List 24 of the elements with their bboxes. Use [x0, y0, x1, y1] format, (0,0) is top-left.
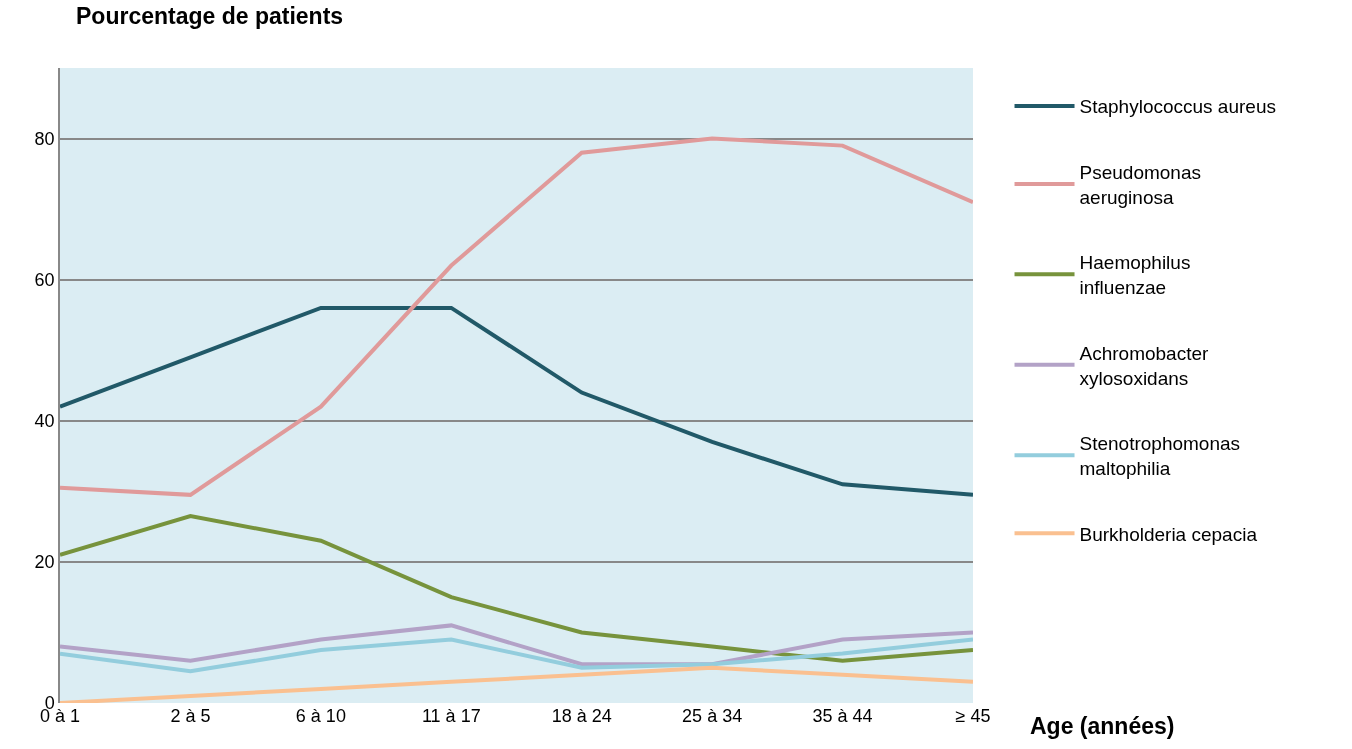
legend-label: Staphylococcus aureus: [1079, 96, 1276, 118]
line-series: [60, 305, 973, 497]
chart-title: Pourcentage de patients: [76, 3, 344, 29]
legend-label: Achromobacter xylosoxidans: [1079, 342, 1210, 389]
x-tick-label: 6 à 10: [295, 706, 346, 726]
x-tick-label: ≥ 45: [955, 706, 991, 726]
line-series: [60, 637, 973, 674]
x-tick-label: 25 à 34: [682, 706, 743, 726]
line-series: [60, 665, 973, 703]
y-tick-label: 60: [34, 269, 55, 290]
y-tick-label: 40: [34, 411, 55, 432]
x-tick-label: 35 à 44: [812, 706, 873, 726]
y-tick-label: 80: [34, 128, 55, 149]
x-tick-label: 11 à 17: [421, 706, 481, 726]
x-tick-label: 18 à 24: [551, 706, 612, 726]
line-series: [60, 514, 973, 663]
x-axis-title: Age (années): [1030, 713, 1175, 739]
legend-label: Pseudomonas aeruginosa: [1079, 162, 1201, 208]
legend-label: Haemophilus influenzae: [1079, 252, 1191, 299]
x-tick-label: 2 à 5: [170, 706, 211, 726]
legend-label: Stenotrophomonas maltophilia: [1079, 433, 1241, 479]
legend-label: Burkholderia cepacia: [1079, 523, 1258, 545]
y-tick-label: 20: [34, 552, 55, 573]
line-series: [60, 136, 973, 497]
